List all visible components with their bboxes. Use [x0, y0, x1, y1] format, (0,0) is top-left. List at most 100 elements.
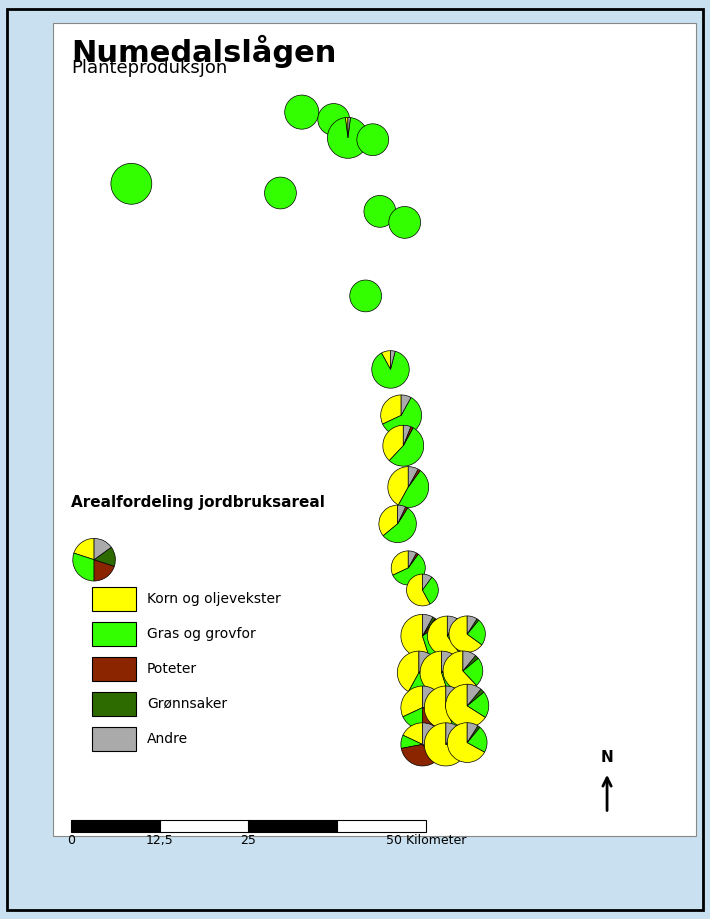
- Wedge shape: [407, 574, 430, 606]
- Wedge shape: [383, 398, 422, 436]
- Wedge shape: [393, 554, 425, 585]
- Wedge shape: [398, 505, 405, 524]
- Wedge shape: [420, 652, 448, 694]
- Wedge shape: [388, 467, 408, 505]
- Wedge shape: [391, 550, 408, 575]
- Wedge shape: [73, 553, 94, 581]
- Wedge shape: [422, 617, 435, 636]
- Wedge shape: [463, 651, 476, 671]
- Wedge shape: [111, 164, 152, 204]
- Wedge shape: [447, 619, 463, 636]
- Wedge shape: [345, 118, 348, 138]
- Wedge shape: [401, 615, 429, 657]
- Wedge shape: [327, 118, 368, 158]
- Wedge shape: [446, 727, 461, 744]
- Wedge shape: [422, 686, 444, 708]
- FancyBboxPatch shape: [7, 9, 703, 910]
- Wedge shape: [403, 723, 422, 744]
- Text: Korn og oljevekster: Korn og oljevekster: [147, 592, 280, 607]
- Wedge shape: [408, 550, 417, 568]
- Wedge shape: [389, 428, 424, 466]
- FancyBboxPatch shape: [53, 23, 696, 836]
- Wedge shape: [422, 618, 440, 636]
- Text: 0: 0: [67, 834, 75, 847]
- Wedge shape: [422, 574, 432, 590]
- Wedge shape: [446, 723, 459, 744]
- Wedge shape: [391, 351, 395, 369]
- Bar: [337, 820, 426, 832]
- Text: 25: 25: [241, 834, 256, 847]
- Wedge shape: [442, 667, 463, 693]
- Wedge shape: [449, 616, 482, 652]
- Wedge shape: [467, 620, 486, 645]
- Wedge shape: [446, 707, 467, 728]
- Wedge shape: [443, 651, 476, 691]
- Bar: [248, 820, 337, 832]
- Wedge shape: [467, 616, 477, 634]
- Text: 12,5: 12,5: [146, 834, 174, 847]
- Text: Andre: Andre: [147, 732, 188, 746]
- Wedge shape: [94, 539, 111, 560]
- Wedge shape: [442, 655, 457, 673]
- Wedge shape: [94, 560, 114, 581]
- Wedge shape: [357, 124, 388, 155]
- Wedge shape: [422, 723, 444, 751]
- Wedge shape: [403, 708, 422, 729]
- Wedge shape: [381, 351, 391, 369]
- Wedge shape: [398, 652, 419, 692]
- Wedge shape: [422, 623, 444, 656]
- Wedge shape: [389, 207, 420, 238]
- Wedge shape: [350, 280, 381, 312]
- Wedge shape: [408, 673, 439, 694]
- Wedge shape: [447, 722, 485, 763]
- Wedge shape: [401, 744, 437, 766]
- Text: Poteter: Poteter: [147, 662, 197, 676]
- Wedge shape: [446, 685, 486, 727]
- Wedge shape: [422, 744, 443, 760]
- Wedge shape: [442, 658, 462, 673]
- Bar: [160, 820, 248, 832]
- Wedge shape: [422, 577, 438, 604]
- Text: N: N: [601, 750, 613, 765]
- Wedge shape: [383, 425, 403, 460]
- Wedge shape: [372, 351, 409, 388]
- Wedge shape: [403, 425, 411, 446]
- Wedge shape: [401, 686, 422, 717]
- Wedge shape: [401, 735, 422, 748]
- Text: Numedalslågen: Numedalslågen: [71, 35, 337, 68]
- Wedge shape: [446, 691, 462, 708]
- Wedge shape: [447, 618, 459, 636]
- Wedge shape: [408, 467, 418, 487]
- Wedge shape: [442, 652, 454, 673]
- Wedge shape: [422, 708, 444, 729]
- Wedge shape: [265, 177, 296, 209]
- Wedge shape: [94, 547, 115, 566]
- Bar: [92, 692, 136, 716]
- Wedge shape: [467, 692, 488, 718]
- Wedge shape: [467, 726, 480, 743]
- Wedge shape: [383, 508, 416, 542]
- Text: Planteproduksjon: Planteproduksjon: [71, 59, 227, 77]
- Wedge shape: [425, 686, 454, 729]
- Wedge shape: [467, 722, 478, 743]
- Wedge shape: [398, 471, 429, 507]
- Wedge shape: [419, 657, 439, 673]
- Wedge shape: [422, 704, 444, 711]
- Wedge shape: [467, 685, 481, 706]
- Text: Arealfordeling jordbruksareal: Arealfordeling jordbruksareal: [71, 495, 325, 510]
- Wedge shape: [379, 505, 398, 536]
- Wedge shape: [463, 658, 483, 686]
- Bar: [92, 587, 136, 611]
- Wedge shape: [467, 689, 484, 706]
- Wedge shape: [422, 615, 433, 636]
- Wedge shape: [419, 664, 440, 682]
- Text: Grønnsaker: Grønnsaker: [147, 697, 227, 711]
- Wedge shape: [348, 118, 351, 138]
- Wedge shape: [285, 95, 319, 130]
- Bar: [92, 727, 136, 751]
- Wedge shape: [446, 694, 467, 708]
- Bar: [71, 820, 160, 832]
- Wedge shape: [408, 470, 420, 487]
- Wedge shape: [427, 616, 459, 656]
- Wedge shape: [401, 395, 411, 415]
